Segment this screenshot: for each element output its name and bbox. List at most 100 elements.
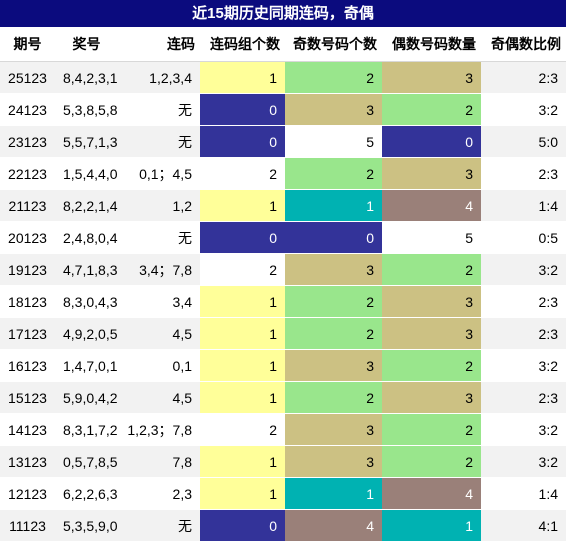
column-header: 奇偶数比例 — [481, 27, 566, 62]
table-cell: 1 — [285, 189, 382, 222]
table-cell: 3 — [382, 61, 481, 94]
table-cell: 3,4；7,8 — [118, 253, 200, 286]
table-cell: 0,5,7,8,5 — [55, 445, 118, 478]
column-header: 期号 — [0, 27, 55, 62]
table-cell: 5 — [382, 221, 481, 254]
table-cell: 24123 — [0, 93, 55, 126]
table-row: 20123 2,4,8,0,4 无 0 0 5 0:5 — [0, 221, 566, 254]
table-cell: 1,2 — [118, 189, 200, 222]
table-cell: 0 — [200, 93, 285, 126]
table-cell: 13123 — [0, 445, 55, 478]
table-cell: 5 — [285, 125, 382, 158]
table-cell: 25123 — [0, 61, 55, 94]
table-cell: 2 — [382, 413, 481, 446]
table-row: 18123 8,3,0,4,3 3,4 1 2 3 2:3 — [0, 285, 566, 318]
table-row: 15123 5,9,0,4,2 4,5 1 2 3 2:3 — [0, 381, 566, 414]
table-cell: 0 — [200, 125, 285, 158]
table-cell: 3:2 — [481, 349, 566, 382]
table-cell: 4,5 — [118, 381, 200, 414]
column-header: 连码组个数 — [200, 27, 285, 62]
table-cell: 7,8 — [118, 445, 200, 478]
table-row: 19123 4,7,1,8,3 3,4；7,8 2 3 2 3:2 — [0, 253, 566, 286]
table-cell: 2 — [200, 413, 285, 446]
table-cell: 3:2 — [481, 93, 566, 126]
table-cell: 2 — [382, 93, 481, 126]
table-cell: 1,2,3；7,8 — [118, 413, 200, 446]
table-cell: 1 — [200, 285, 285, 318]
table-cell: 5,9,0,4,2 — [55, 381, 118, 414]
table-cell: 22123 — [0, 157, 55, 190]
table-cell: 2,3 — [118, 477, 200, 510]
table-cell: 5:0 — [481, 125, 566, 158]
table-cell: 1,5,4,4,0 — [55, 157, 118, 190]
table-cell: 0,1 — [118, 349, 200, 382]
table-cell: 1,2,3,4 — [118, 61, 200, 94]
table-row: 12123 6,2,2,6,3 2,3 1 1 4 1:4 — [0, 477, 566, 510]
table-cell: 4,9,2,0,5 — [55, 317, 118, 350]
table-cell: 1 — [200, 477, 285, 510]
table-cell: 无 — [118, 509, 200, 541]
table-cell: 2 — [382, 253, 481, 286]
table-row: 14123 8,3,1,7,2 1,2,3；7,8 2 3 2 3:2 — [0, 413, 566, 446]
table-cell: 2:3 — [481, 157, 566, 190]
table-cell: 0 — [382, 125, 481, 158]
table-cell: 23123 — [0, 125, 55, 158]
table-cell: 2 — [285, 381, 382, 414]
table-cell: 1 — [200, 445, 285, 478]
table-cell: 3 — [285, 349, 382, 382]
table-cell: 5,3,5,9,0 — [55, 509, 118, 541]
table-cell: 1 — [200, 349, 285, 382]
table-cell: 4 — [382, 189, 481, 222]
table-cell: 2:3 — [481, 61, 566, 94]
table-cell: 0 — [285, 221, 382, 254]
table-row: 17123 4,9,2,0,5 4,5 1 2 3 2:3 — [0, 317, 566, 350]
table-cell: 1 — [200, 61, 285, 94]
table-cell: 3 — [382, 157, 481, 190]
table-cell: 4 — [382, 477, 481, 510]
table-cell: 2 — [285, 285, 382, 318]
table-cell: 21123 — [0, 189, 55, 222]
table-row: 23123 5,5,7,1,3 无 0 5 0 5:0 — [0, 125, 566, 158]
column-header: 偶数号码数量 — [382, 27, 481, 62]
title: 近15期历史同期连码，奇偶 — [0, 0, 566, 27]
table-cell: 3 — [382, 381, 481, 414]
table-cell: 2 — [285, 61, 382, 94]
table-cell: 3:2 — [481, 413, 566, 446]
table-cell: 4,5 — [118, 317, 200, 350]
column-header: 奇数号码个数 — [285, 27, 382, 62]
table-row: 11123 5,3,5,9,0 无 0 4 1 4:1 — [0, 509, 566, 541]
table-cell: 2,4,8,0,4 — [55, 221, 118, 254]
table-cell: 2 — [285, 157, 382, 190]
table-cell: 3:2 — [481, 253, 566, 286]
table-cell: 1 — [382, 509, 481, 541]
table-cell: 1:4 — [481, 477, 566, 510]
table-cell: 1:4 — [481, 189, 566, 222]
table-cell: 0 — [200, 509, 285, 541]
table-row: 25123 8,4,2,3,1 1,2,3,4 1 2 3 2:3 — [0, 61, 566, 94]
table-cell: 2 — [382, 349, 481, 382]
table-cell: 2:3 — [481, 381, 566, 414]
table-row: 16123 1,4,7,0,1 0,1 1 3 2 3:2 — [0, 349, 566, 382]
table-cell: 19123 — [0, 253, 55, 286]
table-row: 21123 8,2,2,1,4 1,2 1 1 4 1:4 — [0, 189, 566, 222]
table-cell: 无 — [118, 93, 200, 126]
column-header: 奖号 — [55, 27, 118, 62]
table-cell: 3 — [285, 413, 382, 446]
table-cell: 3 — [285, 253, 382, 286]
table-row: 22123 1,5,4,4,0 0,1；4,5 2 2 3 2:3 — [0, 157, 566, 190]
table-cell: 4 — [285, 509, 382, 541]
table-cell: 2 — [382, 445, 481, 478]
table: 期号 奖号 连码 连码组个数 奇数号码个数 偶数号码数量 奇偶数比例 25123 8,4,2,… — [0, 27, 566, 541]
table-cell: 3 — [382, 285, 481, 318]
table-cell: 12123 — [0, 477, 55, 510]
table-cell: 0,1；4,5 — [118, 157, 200, 190]
header-row: 期号 奖号 连码 连码组个数 奇数号码个数 偶数号码数量 奇偶数比例 — [0, 27, 566, 62]
table-cell: 17123 — [0, 317, 55, 350]
table-cell: 3,4 — [118, 285, 200, 318]
table-cell: 8,2,2,1,4 — [55, 189, 118, 222]
table-cell: 2:3 — [481, 285, 566, 318]
table-cell: 2 — [285, 317, 382, 350]
table-cell: 0 — [200, 221, 285, 254]
table-cell: 14123 — [0, 413, 55, 446]
table-cell: 3 — [285, 93, 382, 126]
